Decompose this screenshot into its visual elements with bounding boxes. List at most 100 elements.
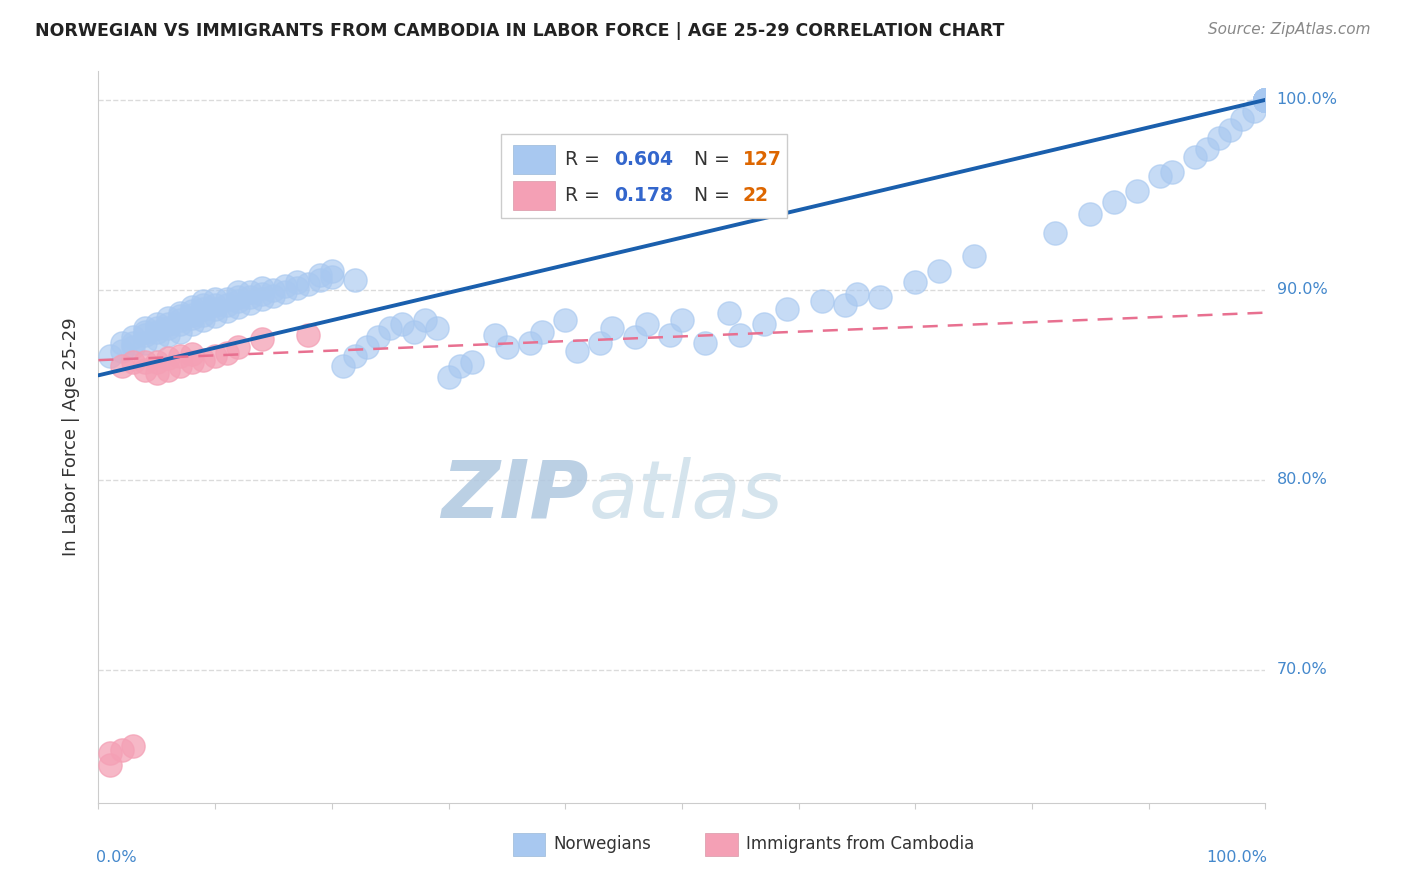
Point	[146, 355, 169, 369]
Point	[565, 343, 588, 358]
Point	[730, 328, 752, 343]
Point	[461, 355, 484, 369]
Point	[239, 296, 262, 310]
Point	[134, 355, 156, 369]
Point	[380, 321, 402, 335]
Point	[274, 285, 297, 299]
Point	[122, 355, 145, 369]
Point	[834, 298, 856, 312]
Point	[204, 301, 226, 316]
Point	[530, 325, 553, 339]
Point	[250, 293, 273, 307]
Point	[169, 325, 191, 339]
Point	[204, 298, 226, 312]
Point	[1254, 93, 1277, 107]
Point	[1254, 93, 1277, 107]
Point	[157, 362, 180, 376]
Point	[928, 264, 950, 278]
Point	[752, 317, 775, 331]
Point	[180, 355, 202, 369]
Point	[1254, 93, 1277, 107]
Point	[1254, 93, 1277, 107]
Point	[98, 349, 121, 363]
Point	[228, 290, 250, 304]
Point	[204, 349, 226, 363]
Point	[228, 294, 250, 309]
Point	[1208, 131, 1230, 145]
Point	[180, 311, 202, 326]
Point	[157, 351, 180, 366]
Point	[1254, 93, 1277, 107]
Point	[250, 332, 273, 346]
Point	[1254, 93, 1277, 107]
Text: 22: 22	[742, 186, 769, 205]
Point	[1254, 93, 1277, 107]
Point	[169, 349, 191, 363]
Point	[344, 273, 367, 287]
Text: 127: 127	[742, 150, 782, 169]
Text: N =: N =	[693, 150, 735, 169]
FancyBboxPatch shape	[513, 181, 555, 211]
Point	[134, 336, 156, 351]
Point	[1102, 195, 1125, 210]
Point	[356, 340, 378, 354]
Point	[846, 286, 869, 301]
Point	[180, 347, 202, 361]
Text: 0.178: 0.178	[614, 186, 673, 205]
Point	[496, 340, 519, 354]
Point	[413, 313, 436, 327]
Point	[250, 281, 273, 295]
Point	[321, 269, 343, 284]
Point	[262, 283, 284, 297]
Point	[122, 340, 145, 354]
Point	[274, 279, 297, 293]
Point	[193, 298, 215, 312]
Point	[228, 300, 250, 314]
Point	[215, 345, 238, 359]
Text: 0.604: 0.604	[614, 150, 673, 169]
FancyBboxPatch shape	[501, 134, 787, 218]
Point	[169, 317, 191, 331]
Text: 80.0%: 80.0%	[1277, 473, 1327, 487]
Point	[157, 321, 180, 335]
Point	[484, 328, 506, 343]
Point	[193, 313, 215, 327]
Point	[134, 321, 156, 335]
Text: Immigrants from Cambodia: Immigrants from Cambodia	[747, 836, 974, 854]
Point	[1254, 93, 1277, 107]
Text: ZIP: ZIP	[441, 457, 589, 534]
Text: N =: N =	[693, 186, 735, 205]
Text: atlas: atlas	[589, 457, 783, 534]
Point	[204, 310, 226, 324]
Text: R =: R =	[565, 186, 606, 205]
FancyBboxPatch shape	[513, 145, 555, 174]
Point	[111, 742, 134, 756]
Point	[1243, 104, 1265, 119]
Point	[1126, 184, 1149, 198]
Point	[169, 305, 191, 319]
Point	[367, 330, 389, 344]
Point	[1254, 93, 1277, 107]
Point	[1230, 112, 1253, 126]
Point	[1195, 142, 1218, 156]
Point	[309, 273, 332, 287]
Point	[111, 343, 134, 358]
Point	[122, 739, 145, 753]
Point	[111, 359, 134, 373]
Point	[519, 336, 541, 351]
Point	[344, 349, 367, 363]
Text: R =: R =	[565, 150, 606, 169]
Point	[122, 336, 145, 351]
Point	[180, 303, 202, 318]
Point	[146, 332, 169, 346]
Point	[215, 293, 238, 307]
Point	[146, 321, 169, 335]
Point	[1080, 207, 1102, 221]
Text: 100.0%: 100.0%	[1277, 93, 1337, 107]
Point	[122, 330, 145, 344]
Point	[600, 321, 623, 335]
Point	[1254, 93, 1277, 107]
Point	[193, 301, 215, 316]
Point	[262, 288, 284, 302]
Point	[146, 367, 169, 381]
